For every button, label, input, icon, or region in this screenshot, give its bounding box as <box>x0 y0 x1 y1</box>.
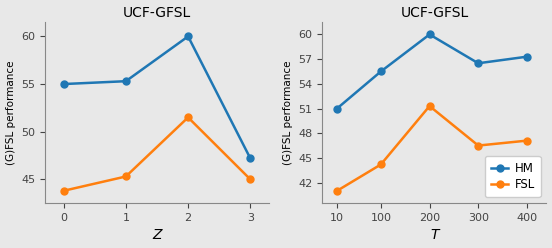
Title: UCF-GFSL: UCF-GFSL <box>123 5 191 20</box>
FSL <box>334 189 341 192</box>
HM <box>123 80 129 83</box>
HM <box>247 157 253 160</box>
FSL <box>60 189 67 192</box>
Title: UCF-GFSL: UCF-GFSL <box>400 5 469 20</box>
Line: FSL: FSL <box>333 103 530 194</box>
Y-axis label: (G)FSL performance: (G)FSL performance <box>283 61 293 165</box>
FSL <box>123 175 129 178</box>
HM <box>426 33 433 36</box>
X-axis label: Z: Z <box>152 228 162 243</box>
FSL <box>524 139 530 142</box>
X-axis label: T: T <box>430 228 439 243</box>
HM <box>378 70 384 73</box>
FSL <box>426 105 433 108</box>
Line: HM: HM <box>333 31 530 112</box>
HM <box>185 35 192 38</box>
HM <box>60 83 67 86</box>
FSL <box>475 144 481 147</box>
HM <box>524 55 530 58</box>
HM <box>475 62 481 65</box>
HM <box>334 107 341 110</box>
FSL <box>185 116 192 119</box>
Line: HM: HM <box>60 33 254 162</box>
Line: FSL: FSL <box>60 114 254 194</box>
FSL <box>378 163 384 166</box>
Legend: HM, FSL: HM, FSL <box>485 156 540 197</box>
Y-axis label: (G)FSL performance: (G)FSL performance <box>6 61 15 165</box>
FSL <box>247 178 253 181</box>
